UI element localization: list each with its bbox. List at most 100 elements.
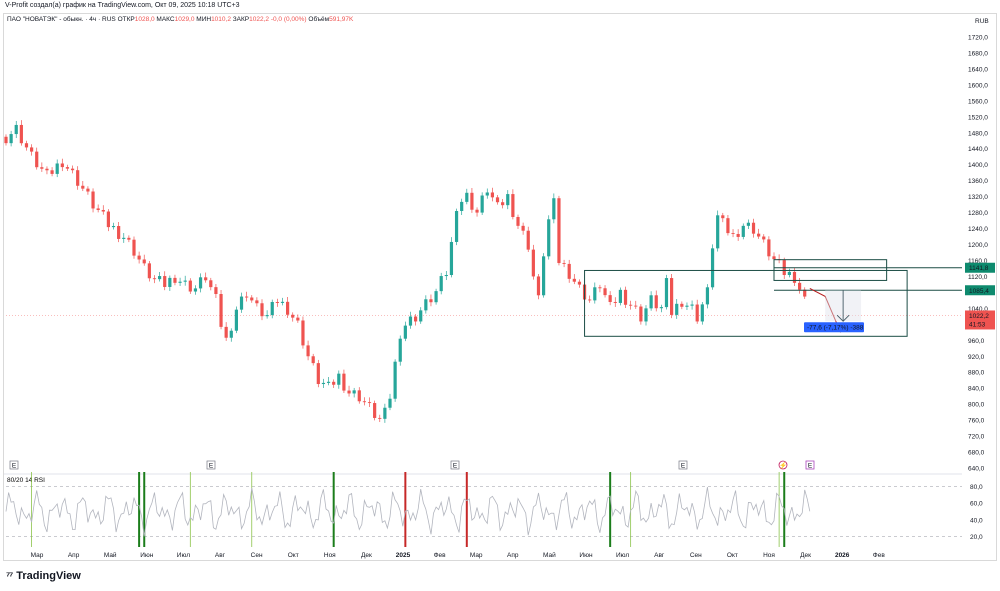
candle-body — [152, 278, 157, 280]
candle-body — [86, 188, 90, 192]
candle-body — [270, 301, 274, 316]
x-tick-label: Апр — [68, 552, 80, 559]
candle-body — [731, 233, 735, 234]
candle-body — [741, 225, 745, 237]
y-tick-label: 1280,0 — [968, 210, 988, 217]
candle-body — [664, 278, 669, 308]
high-value: 1029,0 — [175, 16, 197, 23]
candle-body — [654, 295, 658, 309]
candle-body — [593, 287, 597, 301]
candle-body — [772, 256, 776, 260]
x-tick-label: Июл — [616, 552, 629, 559]
candle-body — [332, 381, 336, 385]
candle-body — [403, 325, 407, 339]
candle-body — [716, 215, 720, 249]
candle-body — [414, 316, 418, 322]
earnings-marker-label: E — [681, 463, 686, 470]
level-price-label: 1085,4 — [969, 288, 989, 295]
candle-body — [250, 297, 254, 301]
x-tick-label: Май — [543, 551, 556, 559]
x-tick-label: Дек — [800, 552, 811, 559]
candle-body — [178, 281, 182, 283]
x-tick-label: Фев — [434, 552, 447, 559]
x-tick-label: Авг — [215, 552, 226, 559]
open-value: 1028,0 — [135, 16, 157, 23]
candle-body — [603, 288, 607, 296]
level-price-label: 1141,8 — [969, 265, 989, 272]
candle-body — [408, 316, 413, 326]
candle-body — [193, 288, 198, 292]
close-value: 1022,2 — [249, 16, 271, 23]
candle-body — [598, 287, 602, 289]
x-tick-label: Фев — [873, 552, 886, 559]
candle-body — [726, 218, 730, 234]
volume-value: 591,97K — [329, 16, 354, 23]
candle-body — [35, 151, 39, 168]
candle-body — [14, 124, 18, 135]
x-tick-label: Июл — [177, 552, 190, 559]
candle-body — [480, 195, 484, 213]
candle-body — [163, 276, 167, 287]
candle-body — [798, 282, 802, 290]
candle-body — [188, 280, 192, 292]
candle-body — [321, 382, 326, 385]
candle-body — [577, 281, 582, 285]
y-tick-label: 1040,0 — [968, 306, 988, 313]
candle-body — [803, 289, 807, 297]
candle-body — [296, 317, 300, 321]
measure-arrow-head — [836, 314, 850, 322]
x-tick-label: Окт — [288, 552, 299, 559]
earnings-marker — [678, 460, 688, 470]
x-tick-label: Мар — [470, 552, 483, 559]
candle-body — [357, 390, 361, 402]
candle-body — [434, 291, 438, 303]
candle-body — [24, 143, 29, 148]
candle-body — [96, 208, 100, 210]
candle-body — [629, 304, 633, 306]
candle-body — [454, 210, 459, 242]
y-tick-label: 840,0 — [968, 386, 985, 393]
candle-body — [460, 201, 464, 211]
chart-credit: V-Profit создал(а) график на TradingView… — [5, 2, 240, 9]
earnings-marker — [206, 460, 216, 470]
close-label: ЗАКР — [233, 16, 249, 23]
brand-name: TradingView — [16, 570, 81, 582]
candle-body — [239, 296, 244, 310]
y-tick-label: 1520,0 — [968, 114, 988, 121]
candle-body — [198, 277, 203, 289]
candle-body — [122, 237, 126, 239]
x-tick-label: Ноя — [324, 552, 336, 559]
current-price-tag — [965, 310, 995, 330]
candle-body — [306, 345, 310, 357]
rsi-line — [5, 486, 811, 537]
candle-body — [639, 306, 643, 322]
breakout-box — [773, 259, 888, 281]
x-tick-label: Дек — [361, 552, 372, 559]
rsi-y-tick-label: 40,0 — [970, 517, 983, 524]
candle-body — [70, 168, 75, 171]
candle-body — [465, 192, 469, 202]
candle-body — [45, 168, 49, 171]
candle-body — [311, 356, 315, 364]
y-tick-label: 1560,0 — [968, 98, 988, 105]
tradingview-logo[interactable]: ⁷⁷ TradingView — [6, 570, 81, 582]
y-tick-label: 1120,0 — [968, 274, 988, 281]
x-tick-label: Сен — [251, 552, 263, 559]
y-tick-label: 1720,0 — [968, 35, 988, 42]
y-tick-label: 1240,0 — [968, 226, 988, 233]
candle-body — [362, 401, 366, 403]
candle-body — [4, 136, 8, 144]
candle-body — [265, 315, 269, 317]
candle-body — [219, 294, 223, 327]
rsi-y-tick-label: 80,0 — [970, 484, 983, 491]
y-tick-label: 1480,0 — [968, 130, 988, 137]
candle-body — [378, 417, 382, 419]
candle-body — [710, 248, 715, 288]
candle-body — [700, 304, 704, 322]
candle-body — [398, 338, 402, 362]
candle-body — [106, 211, 110, 228]
candle-body — [767, 239, 771, 257]
candle-body — [275, 301, 279, 303]
candle-body — [280, 301, 285, 303]
